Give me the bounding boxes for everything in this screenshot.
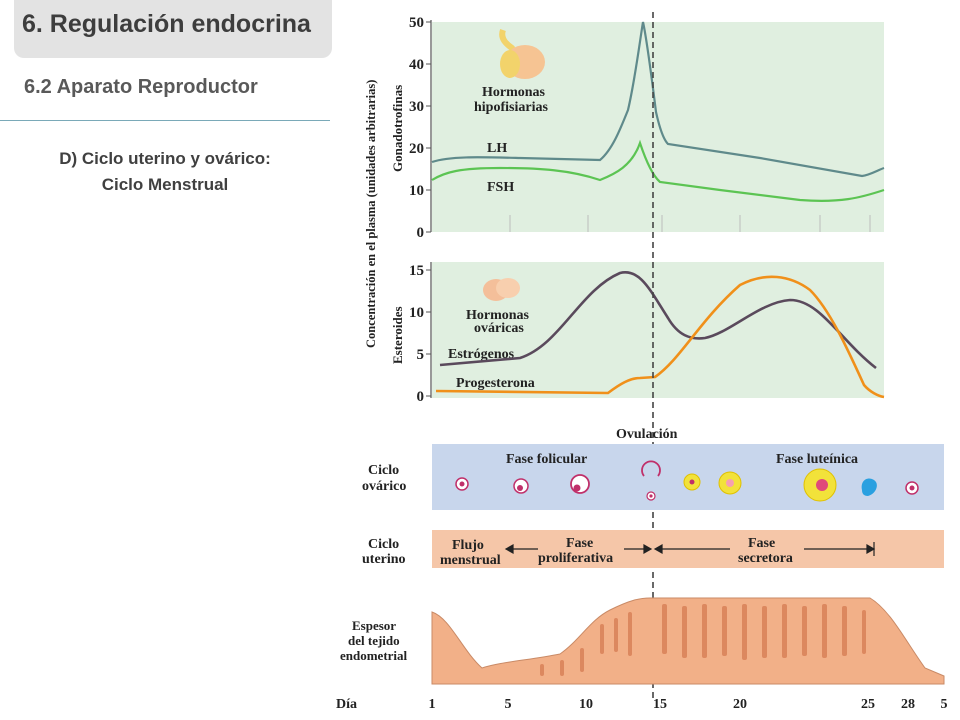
ster-tick-0: 0 xyxy=(417,389,425,405)
follicle-development-icons xyxy=(455,460,919,502)
day-25: 25 xyxy=(861,697,875,712)
proliferative-label-1: Fase xyxy=(566,536,593,551)
page-subtitle: 6.2 Aparato Reproductor xyxy=(24,76,258,98)
menstrual-flow-label-2: menstrual xyxy=(440,553,501,568)
ovarian-row-label-2: ovárico xyxy=(362,479,406,494)
endometrium-shape xyxy=(431,597,945,685)
section-title: D) Ciclo uterino y ovárico: Ciclo Menstr… xyxy=(0,146,330,198)
section-title-line-2: Ciclo Menstrual xyxy=(101,175,229,194)
phase-arrows xyxy=(504,542,876,556)
gonad-tick-0: 0 xyxy=(417,225,425,241)
divider xyxy=(0,120,330,121)
endometrial-glands xyxy=(540,604,866,676)
thickness-label-2: del tejido xyxy=(348,633,400,648)
pituitary-gland-icon xyxy=(499,28,545,79)
menstrual-flow-label-1: Flujo xyxy=(452,538,484,553)
pituitary-label-1: Hormonas xyxy=(482,85,546,100)
day-axis-label: Día xyxy=(336,697,357,712)
day-5: 5 xyxy=(505,697,512,712)
gonad-tick-10: 10 xyxy=(409,183,424,199)
menstrual-cycle-diagram: 50 40 30 20 10 0 15 10 5 0 Concentración… xyxy=(336,12,948,712)
estrogen-curve xyxy=(439,271,877,370)
luteal-phase-label: Fase luteínica xyxy=(776,452,858,467)
progesterone-label: Progesterona xyxy=(456,376,535,391)
ovarian-label-1: Hormonas xyxy=(466,308,530,323)
gonad-tick-40: 40 xyxy=(409,57,424,73)
ovary-icon xyxy=(483,278,520,301)
day-28: 28 xyxy=(901,697,915,712)
ovarian-row-label-1: Ciclo xyxy=(368,463,399,478)
estrogen-label: Estrógenos xyxy=(448,347,515,362)
ster-tick-10: 10 xyxy=(409,305,424,321)
progesterone-curve xyxy=(435,275,885,399)
steroid-axis-label: Esteroides xyxy=(390,306,405,364)
ster-tick-5: 5 xyxy=(417,347,425,363)
thickness-label-3: endometrial xyxy=(340,648,408,663)
day-1: 1 xyxy=(429,697,436,712)
section-title-line-1: D) Ciclo uterino y ovárico: xyxy=(59,149,271,168)
uterine-row-label-1: Ciclo xyxy=(368,537,399,552)
gonad-tick-50: 50 xyxy=(409,15,424,31)
fsh-label: FSH xyxy=(487,180,514,195)
uterine-row-label-2: uterino xyxy=(362,552,406,567)
lh-curve xyxy=(431,21,885,178)
follicular-phase-label: Fase folicular xyxy=(506,452,587,467)
thickness-label-1: Espesor xyxy=(352,618,396,633)
gonad-tick-30: 30 xyxy=(409,99,424,115)
ovarian-label-2: ováricas xyxy=(474,321,524,336)
ovulation-label: Ovulación xyxy=(616,427,678,442)
day-15: 15 xyxy=(653,697,667,712)
fsh-curve xyxy=(431,139,885,202)
secretory-label-1: Fase xyxy=(748,536,775,551)
gonadotropin-axis-label: Gonadotrofinas xyxy=(390,85,405,172)
pituitary-label-2: hipofisiarias xyxy=(474,100,548,115)
day-20: 20 xyxy=(733,697,747,712)
title-bar: 6. Regulación endocrina xyxy=(14,0,332,58)
gonad-tick-20: 20 xyxy=(409,141,424,157)
secretory-label-2: secretora xyxy=(738,551,793,566)
lh-label: LH xyxy=(487,141,507,156)
day-10: 10 xyxy=(579,697,593,712)
day-5-next: 5 xyxy=(941,697,948,712)
proliferative-label-2: proliferativa xyxy=(538,551,613,566)
page-title: 6. Regulación endocrina xyxy=(22,10,311,38)
ster-tick-15: 15 xyxy=(409,263,424,279)
y-axis-label: Concentración en el plasma (unidades arb… xyxy=(364,80,378,348)
